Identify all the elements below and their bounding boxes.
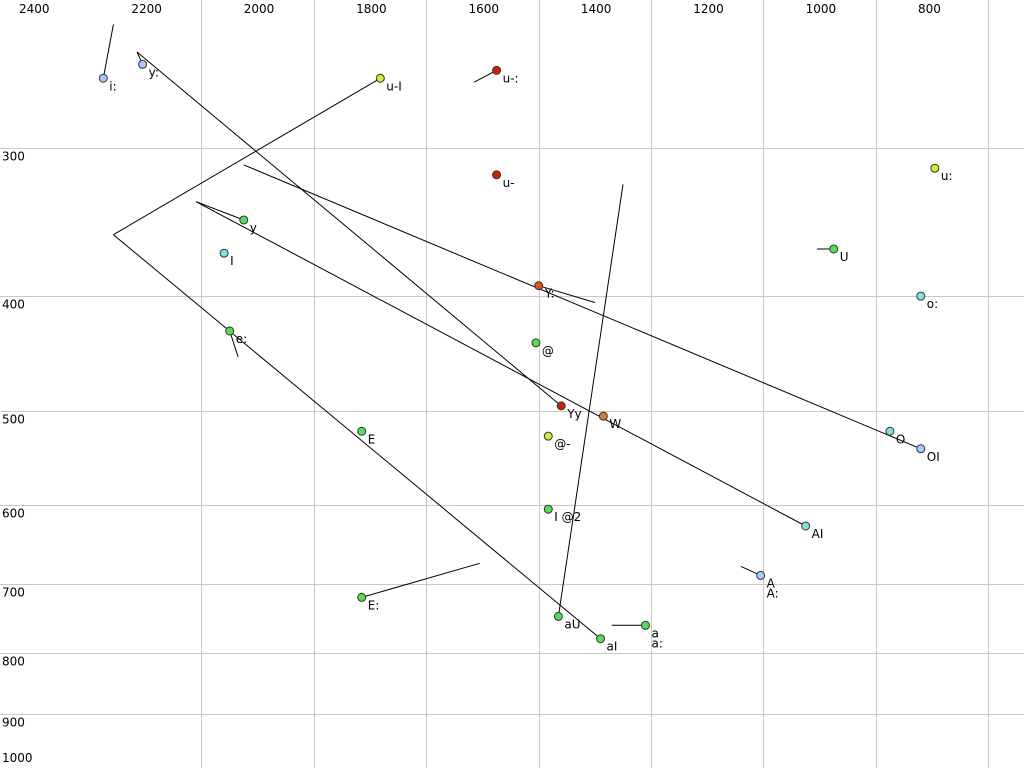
vowel-label: OI <box>927 450 940 464</box>
tick-labels: 2400 2200 2000 1800 1600 1400 1200 1000 800 300 40… <box>2 2 941 765</box>
trajectory-line <box>195 201 806 527</box>
vowel-label: AI <box>812 527 824 541</box>
vowel-label: E <box>368 432 376 446</box>
vowel-label: a <box>651 626 658 640</box>
y-tick-label: 300 <box>2 150 25 164</box>
vowel-label: W <box>609 417 621 431</box>
vowel-label: y <box>250 221 257 235</box>
trajectory-line <box>113 77 381 236</box>
trajectory-line <box>102 24 114 79</box>
vowel-point <box>219 248 229 258</box>
vowel-point <box>598 411 608 421</box>
x-tick-label: 2400 <box>19 2 50 16</box>
vowel-point <box>543 431 553 441</box>
vowel-label: O <box>896 432 905 446</box>
y-tick-label: 500 <box>2 413 25 427</box>
vowel-point <box>640 620 650 630</box>
x-tick-label: 1200 <box>693 2 724 16</box>
y-tick-label: 700 <box>2 586 25 600</box>
vowel-point <box>930 163 940 173</box>
vowel-point <box>492 170 502 180</box>
trajectory-line <box>229 330 239 357</box>
vowel-label: u: <box>941 169 953 183</box>
vowel-point <box>375 73 385 83</box>
trajectory-line <box>243 164 921 450</box>
vowel-points <box>98 59 940 644</box>
vowel-label: E: <box>368 598 380 612</box>
vowel-point <box>596 634 606 644</box>
vowel-label: o: <box>927 297 938 311</box>
x-tick-label: 1400 <box>581 2 612 16</box>
vowel-label: @ <box>542 344 554 358</box>
vowel-point <box>543 504 553 514</box>
trajectory-line <box>136 51 562 407</box>
vowel-label: a: <box>651 636 662 650</box>
vowel-label: aI <box>607 640 618 654</box>
y-tick-label: 600 <box>2 507 25 521</box>
vowel-point <box>225 326 235 336</box>
vowel-label: i: <box>109 79 116 93</box>
vowel-point <box>756 570 766 580</box>
x-tick-label: 1600 <box>469 2 500 16</box>
vowel-label: e: <box>236 332 247 346</box>
vowel-label: U <box>840 250 849 264</box>
vowel-point <box>553 611 563 621</box>
trajectory-line <box>557 184 624 617</box>
vowel-point <box>885 426 895 436</box>
vowel-point <box>556 401 566 411</box>
y-tick-label: 800 <box>2 655 25 669</box>
x-tick-label: 800 <box>918 2 941 16</box>
vowel-point <box>239 215 249 225</box>
vowel-label: Yy <box>566 407 581 421</box>
vowel-label: u- <box>503 176 515 190</box>
trajectory-line <box>361 562 480 598</box>
trajectory-line <box>113 234 601 640</box>
vowel-point <box>801 521 811 531</box>
trajectories <box>102 24 921 640</box>
vowel-label: I @2 <box>554 510 581 524</box>
vowel-label: A <box>767 576 776 590</box>
vowel-label: aU <box>564 617 580 631</box>
vowel-point <box>492 65 502 75</box>
y-tick-label: 1000 <box>2 751 33 765</box>
vowel-label: I <box>230 254 234 268</box>
x-tick-label: 2000 <box>244 2 275 16</box>
vowel-label: u-: <box>503 71 519 85</box>
vowel-point <box>357 426 367 436</box>
vowel-label: @- <box>554 437 570 451</box>
trajectory-line <box>538 285 596 303</box>
vowel-label: y: <box>149 65 159 79</box>
vowel-point <box>829 244 839 254</box>
vowel-point <box>916 444 926 454</box>
vowel-point <box>98 73 108 83</box>
vowel-label: A: <box>767 586 779 600</box>
x-tick-label: 1800 <box>356 2 387 16</box>
y-tick-label: 900 <box>2 716 25 730</box>
vowel-label: u-I <box>386 79 401 93</box>
x-tick-label: 2200 <box>131 2 162 16</box>
vowel-label: Y: <box>544 287 555 301</box>
vowel-point <box>138 59 148 69</box>
vowel-point <box>531 338 541 348</box>
x-tick-label: 1000 <box>806 2 837 16</box>
vowel-point <box>357 592 367 602</box>
vowel-labels: i: y: u-I u-: u-y Ie: Y: @ Yy W @- E I @2 u: Uo: O OI AI A… <box>109 65 952 653</box>
y-tick-label: 400 <box>2 298 25 312</box>
vowel-point <box>916 291 926 301</box>
vowel-point <box>534 281 544 291</box>
